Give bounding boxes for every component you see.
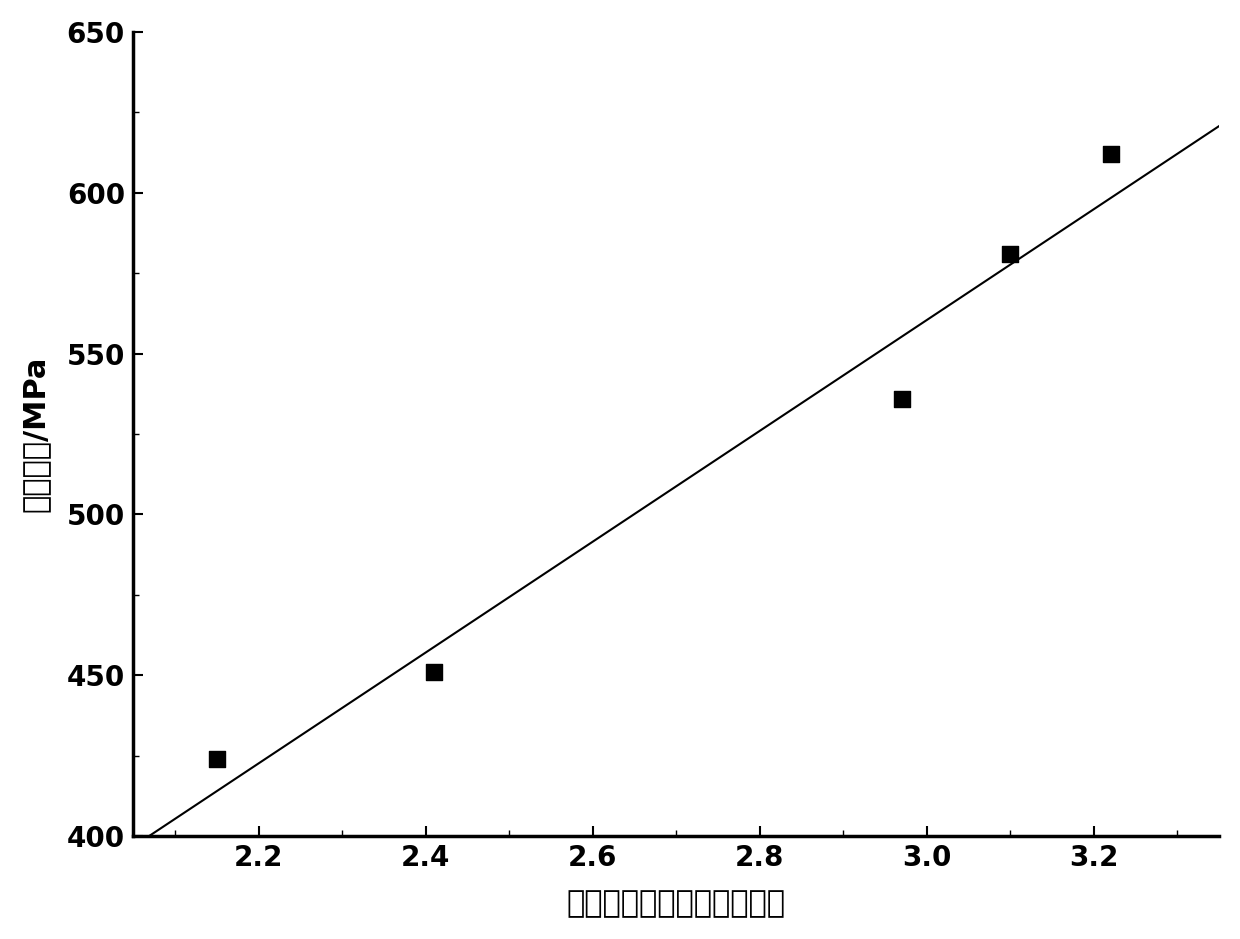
Point xyxy=(1101,146,1121,162)
Point xyxy=(207,751,227,766)
Point xyxy=(892,392,911,407)
Point xyxy=(1001,246,1021,261)
Y-axis label: 抗拉强度/MPa: 抗拉强度/MPa xyxy=(21,356,50,512)
Point xyxy=(424,665,444,680)
X-axis label: 离子谱线与原子谱线强度比: 离子谱线与原子谱线强度比 xyxy=(567,889,786,918)
